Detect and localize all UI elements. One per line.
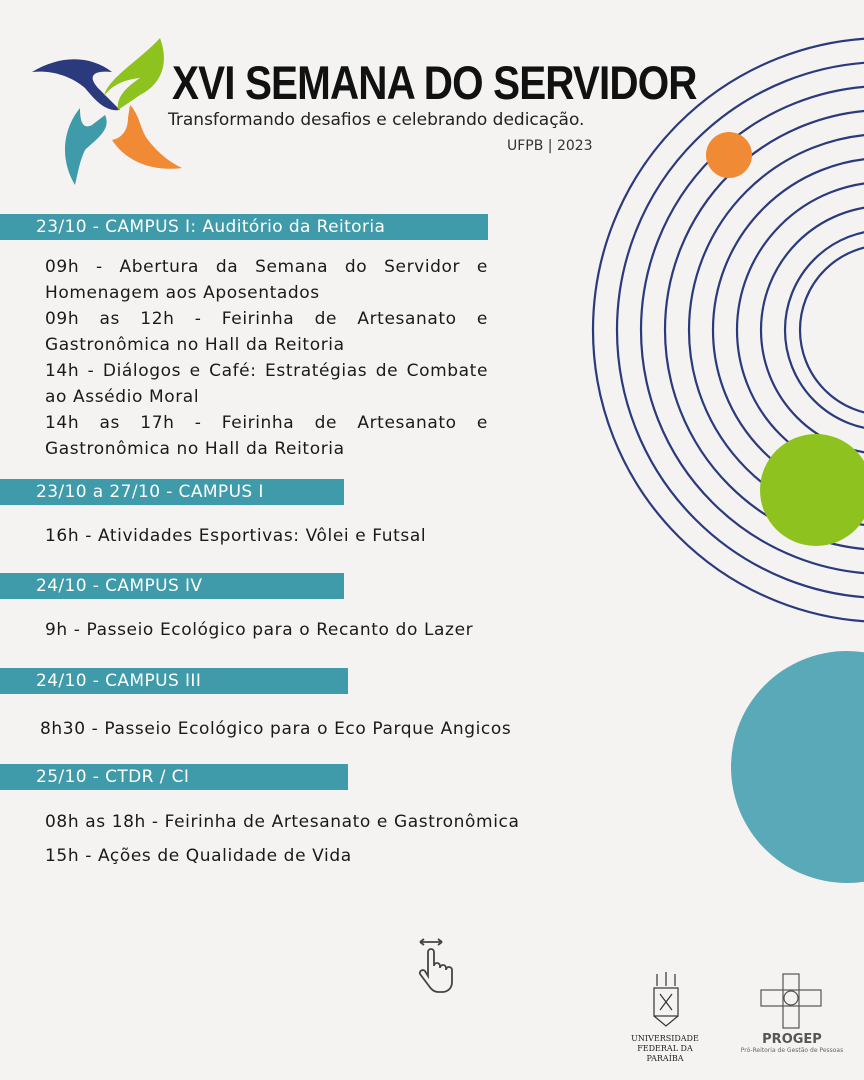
orange-dot xyxy=(706,132,752,178)
subtitle: Transformando desafios e celebrando dedi… xyxy=(168,110,585,130)
page-title: XVI SEMANA DO SERVIDOR xyxy=(172,56,697,109)
progep-emblem-icon xyxy=(760,973,822,1029)
section-heading: 23/10 - CAMPUS I: Auditório da Reitoria xyxy=(0,214,488,240)
hands-logo-icon xyxy=(32,38,182,185)
ufpb-logo-text: UNIVERSIDADE FEDERAL DA PARAÍBA xyxy=(631,1034,699,1063)
ufpb-logo: UNIVERSIDADE FEDERAL DA PARAÍBA xyxy=(612,970,718,1064)
schedule-item: 9h - Passeio Ecológico para o Recanto do… xyxy=(45,620,474,640)
schedule-item: 14h - Diálogos e Café: Estratégias de Co… xyxy=(45,361,488,407)
schedule-item: 15h - Ações de Qualidade de Vida xyxy=(45,846,352,866)
section-heading: 23/10 a 27/10 - CAMPUS I xyxy=(0,479,344,505)
schedule-item: 08h as 18h - Feirinha de Artesanato e Ga… xyxy=(45,812,520,832)
concentric-rings xyxy=(591,37,864,623)
schedule-item: 8h30 - Passeio Ecológico para o Eco Parq… xyxy=(40,719,512,739)
section-heading: 24/10 - CAMPUS III xyxy=(0,668,348,694)
section-heading: 25/10 - CTDR / CI xyxy=(0,764,348,790)
teal-circle xyxy=(731,651,864,883)
ufpb-crest-icon xyxy=(653,972,679,1027)
schedule-item: 09h as 12h - Feirinha de Artesanato e Ga… xyxy=(45,309,488,355)
section-heading: 24/10 - CAMPUS IV xyxy=(0,573,344,599)
swipe-hand-icon xyxy=(418,938,453,993)
progep-logo: PROGEP Pró-Reitoria de Gestão de Pessoas xyxy=(740,970,844,1054)
schedule-item: 09h - Abertura da Semana do Servidor e H… xyxy=(45,257,488,303)
progep-name: PROGEP xyxy=(762,1032,822,1047)
org-year: UFPB | 2023 xyxy=(507,138,593,154)
schedule-item: 16h - Atividades Esportivas: Vôlei e Fut… xyxy=(45,526,427,546)
green-circle xyxy=(760,434,864,546)
progep-desc: Pró-Reitoria de Gestão de Pessoas xyxy=(740,1047,844,1054)
schedule-item: 14h as 17h - Feirinha de Artesanato e Ga… xyxy=(45,413,488,459)
